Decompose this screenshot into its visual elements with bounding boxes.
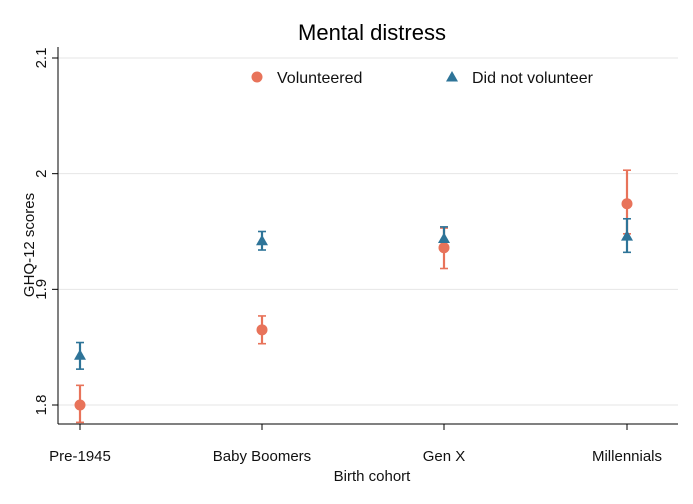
data-point (621, 230, 633, 241)
data-point (438, 242, 450, 254)
x-tick-labels: Pre-1945 Baby Boomers Gen X Millennials (49, 448, 662, 465)
data-point (74, 399, 86, 411)
legend-label: Did not volunteer (472, 70, 594, 87)
x-tick-label: Baby Boomers (213, 448, 311, 465)
legend-marker (251, 71, 263, 83)
y-tick-label: 2 (33, 169, 50, 177)
legend-label: Volunteered (277, 70, 362, 87)
data-point (621, 198, 633, 210)
chart-title: Mental distress (298, 20, 446, 45)
plot-marks (74, 169, 633, 424)
gridlines (58, 57, 678, 406)
x-tick-label: Millennials (592, 448, 662, 465)
data-point (256, 324, 268, 336)
axes (52, 47, 678, 430)
x-axis-label: Birth cohort (334, 468, 412, 485)
legend-marker (446, 71, 458, 82)
data-point (438, 232, 450, 243)
x-tick-label: Gen X (423, 448, 466, 465)
data-point (256, 234, 268, 246)
y-tick-label: 2.1 (33, 48, 50, 69)
y-axis-label: GHQ-12 scores (21, 193, 38, 297)
y-tick-label: 1.8 (33, 395, 50, 416)
x-tick-label: Pre-1945 (49, 448, 111, 465)
y-tick-labels: 1.8 1.9 2 2.1 (33, 48, 50, 416)
legend: Volunteered Did not volunteer (251, 70, 594, 87)
data-point (74, 349, 86, 360)
y-tick-label: 1.9 (33, 279, 50, 300)
